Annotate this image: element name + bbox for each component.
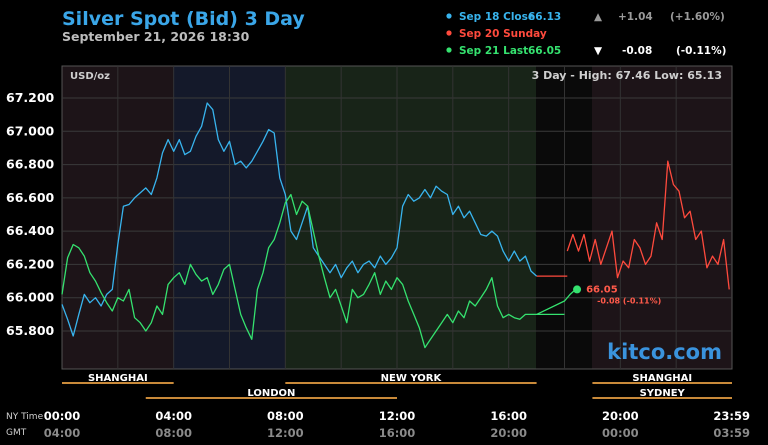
legend-pct-sep21: (-0.11%)	[676, 45, 726, 57]
market-bottom-1-bar	[592, 397, 732, 399]
grid-lines	[62, 66, 732, 369]
watermark-logo: kitco.com	[607, 340, 722, 364]
legend-dot-sep18	[446, 13, 452, 19]
legend-dot-sep21	[446, 47, 452, 53]
shade-asia	[592, 66, 732, 369]
market-bottom-1-label: SYDNEY	[640, 388, 686, 399]
legend-change-sep21: -0.08	[622, 45, 652, 57]
x-axis-ticks: 00:00 04:00 04:00 08:00 08:00 12:00 12:00 16:00…	[44, 409, 750, 440]
shade-newyork	[285, 66, 536, 369]
legend-value-sep21: 66.05	[528, 45, 561, 57]
legend-arrow-up-icon: ▲	[594, 11, 603, 23]
x-tick-ny: 08:00	[267, 409, 304, 423]
unit-label: USD/oz	[70, 71, 110, 82]
legend-pct-sep18: (+1.60%)	[670, 11, 725, 23]
legend-dot-sep20	[446, 30, 452, 36]
price-series	[61, 102, 730, 349]
ny-time-label: NY Time	[6, 412, 44, 422]
x-axis-area	[0, 402, 768, 445]
series-line-sep-20-sunday	[566, 160, 730, 290]
y-tick-label: 67.000	[6, 123, 55, 138]
market-top-2-bar	[592, 382, 732, 384]
market-top-0-label: SHANGHAI	[88, 373, 148, 384]
x-tick-ny: 20:00	[602, 409, 639, 423]
x-tick-ny: 23:59	[713, 409, 750, 423]
x-tick-ny: 16:00	[490, 409, 527, 423]
x-tick-gmt: 16:00	[379, 426, 416, 440]
gmt-label: GMT	[6, 428, 27, 438]
legend: Sep 18 Close 66.13 ▲ +1.04 (+1.60%) Sep …	[446, 11, 726, 57]
y-tick-label: 66.400	[6, 223, 55, 238]
market-bottom-0-bar	[145, 397, 397, 399]
y-tick-label: 66.800	[6, 157, 55, 172]
market-top-1-label: NEW YORK	[381, 373, 443, 384]
x-tick-ny: 12:00	[379, 409, 416, 423]
legend-label-sep18: Sep 18 Close	[459, 11, 535, 23]
chart-title: Silver Spot (Bid) 3 Day	[62, 8, 305, 30]
legend-arrow-down-icon: ▼	[594, 45, 603, 57]
market-top-2-label: SHANGHAI	[632, 373, 692, 384]
y-axis-ticks: 65.800 66.000 66.200 66.400 66.600 66.800 67.0…	[6, 90, 55, 338]
market-sessions: SHANGHAI NEW YORK SHANGHAI LONDON SYDNEY	[62, 373, 732, 399]
market-bottom-0-label: LONDON	[247, 388, 295, 399]
x-tick-ny: 04:00	[155, 409, 192, 423]
chart-subtitle: September 21, 2026 18:30	[62, 29, 250, 44]
x-tick-gmt: 12:00	[267, 426, 304, 440]
x-tick-ny: 00:00	[44, 409, 81, 423]
last-price-change: -0.08 (-0.11%)	[597, 296, 661, 305]
series-line-sep-21-last	[61, 193, 577, 349]
y-tick-label: 66.600	[6, 190, 55, 205]
legend-change-sep18: +1.04	[618, 11, 653, 23]
legend-value-sep18: 66.13	[528, 11, 561, 23]
y-tick-label: 66.000	[6, 290, 55, 305]
x-tick-gmt: 04:00	[44, 426, 81, 440]
legend-label-sep20: Sep 20 Sunday	[459, 28, 547, 40]
y-tick-label: 65.800	[6, 323, 55, 338]
y-tick-label: 66.200	[6, 256, 55, 271]
high-low-label: 3 Day - High: 67.46 Low: 65.13	[532, 69, 722, 82]
x-tick-gmt: 00:00	[602, 426, 639, 440]
x-tick-gmt: 20:00	[490, 426, 527, 440]
x-tick-gmt: 03:59	[713, 426, 750, 440]
market-top-1-bar	[285, 382, 537, 384]
last-price-label: 66.05	[586, 284, 618, 295]
last-price-marker	[573, 285, 582, 294]
y-tick-label: 67.200	[6, 90, 55, 105]
legend-label-sep21: Sep 21 Last	[459, 45, 528, 57]
x-tick-gmt: 08:00	[155, 426, 192, 440]
market-top-0-bar	[62, 382, 174, 384]
series-line-sep-18-close	[61, 102, 538, 337]
